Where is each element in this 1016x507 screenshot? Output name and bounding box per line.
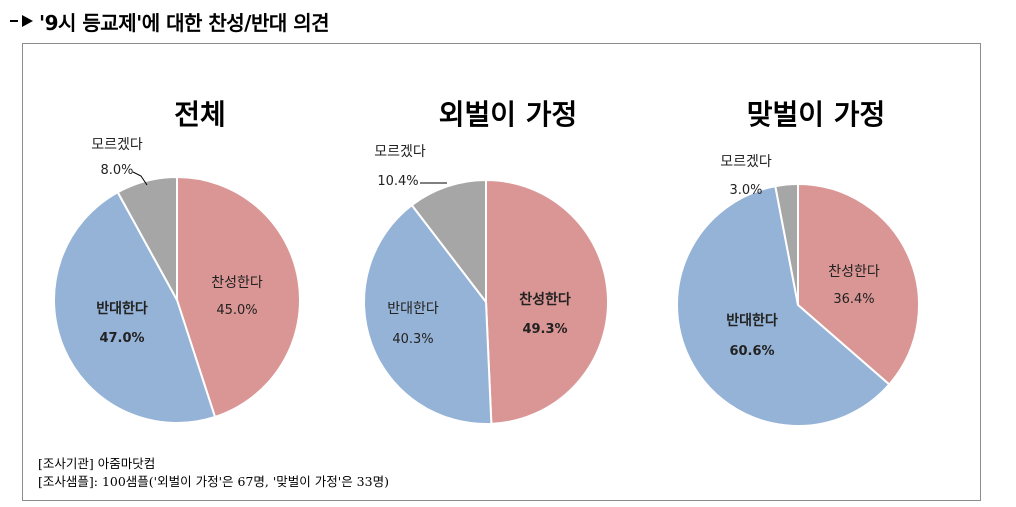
- slice-label-unknown: 모르겠다: [374, 144, 426, 160]
- pie-slice-agree: [797, 182, 920, 386]
- slice-label-unknown: 모르겠다: [91, 137, 143, 153]
- slice-value-unknown: 3.0%: [729, 183, 762, 198]
- chart-title: 외벌이 가정: [439, 98, 578, 131]
- slice-label-agree: 찬성한다: [519, 291, 571, 308]
- survey-sample-note: [조사샘플]: 100샘플('외벌이 가정'은 67명, '맞벌이 가정'은 3…: [38, 474, 389, 489]
- pie-slice-unknown: [116, 175, 178, 301]
- source-notes: [조사기관] 아줌마닷컴 [조사샘플]: 100샘플('외벌이 가정'은 67명…: [38, 455, 389, 491]
- survey-agency-note: [조사기관] 아줌마닷컴: [38, 456, 156, 471]
- arrow-icon: [10, 20, 18, 22]
- slice-value-agree: 36.4%: [833, 292, 874, 307]
- slice-value-oppose: 60.6%: [729, 344, 774, 359]
- slice-label-agree: 찬성한다: [828, 264, 880, 280]
- slice-value-unknown: 8.0%: [100, 163, 133, 178]
- pie-slice-unknown: [774, 182, 799, 306]
- slice-label-unknown: 모르겠다: [720, 154, 772, 170]
- pie-slice-agree: [485, 178, 609, 425]
- pie-slice-agree: [176, 175, 301, 419]
- pie-slice-unknown: [410, 178, 487, 305]
- chart-title: 전체: [174, 98, 226, 131]
- slice-value-agree: 49.3%: [522, 322, 567, 337]
- arrow-head-icon: [22, 15, 33, 27]
- slice-value-oppose: 40.3%: [392, 332, 433, 347]
- pie-slice-oppose: [53, 190, 217, 424]
- slice-label-agree: 찬성한다: [211, 275, 263, 291]
- page-header: '9시 등교제'에 대한 찬성/반대 의견: [10, 6, 330, 36]
- slice-value-oppose: 47.0%: [99, 331, 144, 346]
- slice-label-oppose: 반대한다: [726, 312, 778, 329]
- leader-line-unknown: [132, 171, 148, 186]
- page-title: '9시 등교제'에 대한 찬성/반대 의견: [39, 10, 330, 35]
- slice-value-agree: 45.0%: [216, 303, 257, 318]
- slice-value-unknown: 10.4%: [377, 174, 418, 189]
- pie-slice-oppose: [363, 203, 493, 425]
- slice-label-oppose: 반대한다: [96, 300, 148, 317]
- chart-title: 맞벌이 가정: [747, 98, 886, 131]
- slice-label-oppose: 반대한다: [387, 301, 439, 317]
- pie-slice-oppose: [676, 184, 891, 427]
